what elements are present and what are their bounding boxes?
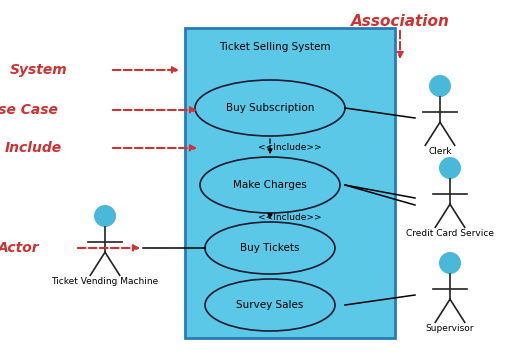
Ellipse shape <box>205 279 335 331</box>
Text: Ticket Selling System: Ticket Selling System <box>219 42 331 52</box>
Text: Make Charges: Make Charges <box>233 180 307 190</box>
Ellipse shape <box>195 80 345 136</box>
Text: Association: Association <box>351 14 450 29</box>
Text: System: System <box>10 63 68 77</box>
Text: Clerk: Clerk <box>428 147 452 156</box>
Circle shape <box>439 157 461 179</box>
Text: Survey Sales: Survey Sales <box>236 300 304 310</box>
Text: <<Include>>: <<Include>> <box>258 143 321 152</box>
Text: Buy Subscription: Buy Subscription <box>226 103 314 113</box>
Text: Actor: Actor <box>0 241 40 255</box>
Circle shape <box>429 75 451 97</box>
Text: Include: Include <box>5 141 62 155</box>
FancyBboxPatch shape <box>185 28 395 338</box>
Text: Ticket Vending Machine: Ticket Vending Machine <box>52 277 158 286</box>
Circle shape <box>94 205 116 227</box>
Text: Credit Card Service: Credit Card Service <box>406 229 494 239</box>
Circle shape <box>439 252 461 274</box>
Ellipse shape <box>200 157 340 213</box>
Text: Buy Tickets: Buy Tickets <box>240 243 300 253</box>
Text: <<Include>>: <<Include>> <box>258 214 321 222</box>
Text: Supervisor: Supervisor <box>426 324 474 334</box>
Ellipse shape <box>205 222 335 274</box>
Text: Use Case: Use Case <box>0 103 58 117</box>
